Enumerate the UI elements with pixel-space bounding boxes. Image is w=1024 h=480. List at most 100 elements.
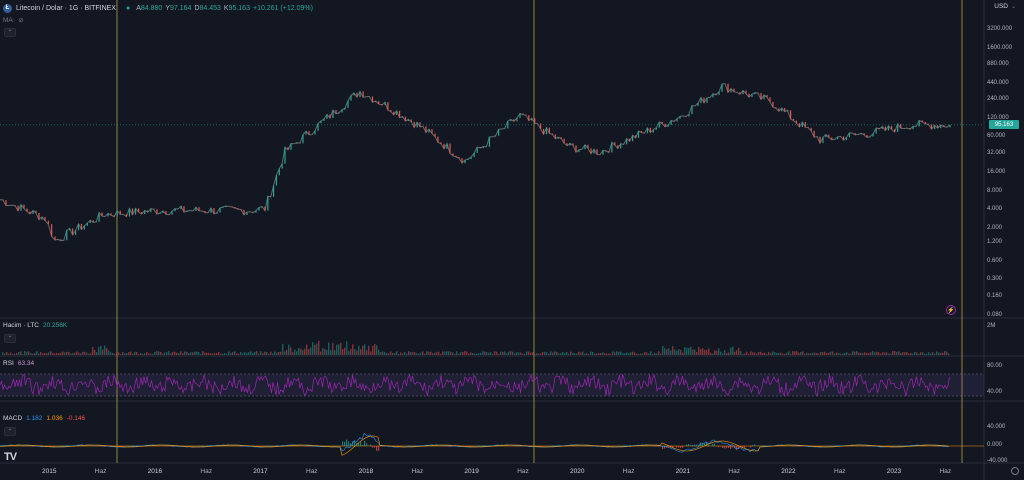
- volume-collapse-icon[interactable]: ⌃: [4, 334, 16, 343]
- volume-bar: [924, 353, 926, 355]
- macd-bar: [12, 445, 14, 446]
- volume-bar: [920, 352, 922, 355]
- eye-hidden-icon[interactable]: ⊘: [18, 17, 24, 24]
- volume-bar: [128, 352, 130, 355]
- volume-bar: [710, 352, 712, 355]
- volume-bar: [878, 352, 880, 355]
- volume-bar: [720, 351, 722, 355]
- volume-bar: [226, 353, 228, 355]
- chevron-down-icon[interactable]: ⌄: [1010, 4, 1016, 10]
- volume-bar: [608, 353, 610, 355]
- volume-bar: [310, 347, 312, 355]
- volume-bar: [262, 353, 264, 355]
- rsi-label[interactable]: RSI 63.34: [3, 360, 35, 367]
- symbol-title[interactable]: Litecoin / Dolar · 1G · BITFINEX: [16, 4, 116, 12]
- ohlc-high: Y97.164: [165, 4, 192, 12]
- macd-bar: [242, 446, 244, 447]
- volume-bar: [632, 351, 634, 355]
- volume-bar: [780, 352, 782, 355]
- time-tick: Haz: [622, 468, 635, 475]
- currency-selector[interactable]: USD: [994, 3, 1008, 10]
- macd-bar: [414, 445, 416, 446]
- volume-bar: [830, 351, 832, 355]
- volume-bar: [774, 352, 776, 355]
- volume-bar: [768, 351, 770, 355]
- volume-bar: [530, 352, 532, 355]
- price-tick: 240.000: [987, 95, 1009, 102]
- macd-collapse-icon[interactable]: ⌃: [4, 427, 16, 436]
- time-tick: Haz: [200, 468, 212, 475]
- volume-bar: [662, 345, 664, 355]
- macd-bar: [758, 445, 760, 446]
- volume-bar: [276, 352, 278, 355]
- volume-bar: [218, 351, 220, 355]
- volume-bar: [868, 352, 870, 355]
- collapse-chevron-icon[interactable]: ⌃: [4, 28, 16, 37]
- volume-axis-tick: 2M: [987, 323, 996, 329]
- macd-bar: [350, 443, 352, 446]
- macd-bar: [344, 441, 346, 446]
- macd-bar: [360, 441, 362, 446]
- volume-bar: [210, 353, 212, 355]
- volume-bar: [508, 351, 510, 355]
- volume-bar: [448, 351, 450, 355]
- macd-bar: [732, 446, 734, 448]
- macd-bar: [742, 446, 744, 448]
- volume-bar: [826, 352, 828, 355]
- volume-bar: [884, 352, 886, 355]
- volume-bar: [284, 351, 286, 355]
- macd-bar: [146, 445, 148, 446]
- volume-bar: [326, 350, 328, 355]
- macd-bar: [378, 446, 380, 451]
- macd-bar: [138, 445, 140, 446]
- macd-bar: [686, 444, 688, 446]
- price-change: +10.261 (+12.09%): [252, 4, 313, 12]
- gear-icon[interactable]: [1011, 467, 1019, 475]
- volume-bar: [316, 343, 318, 355]
- volume-bar: [506, 353, 508, 355]
- price-tick: 8.000: [987, 187, 1003, 194]
- macd-bar: [764, 445, 766, 446]
- macd-bar: [362, 444, 364, 446]
- price-tick: 60.000: [987, 133, 1006, 140]
- volume-bar: [808, 353, 810, 355]
- volume-bar: [198, 351, 200, 355]
- volume-bar: [540, 353, 542, 355]
- lightning-icon[interactable]: ⚡: [946, 305, 956, 315]
- volume-bar: [268, 353, 270, 355]
- volume-bar: [382, 351, 384, 355]
- volume-bar: [668, 348, 670, 355]
- volume-bar: [344, 347, 346, 355]
- volume-bar: [312, 342, 314, 355]
- volume-bar: [172, 351, 174, 355]
- volume-bar: [734, 351, 736, 355]
- volume-bar: [44, 353, 46, 355]
- volume-bar: [402, 353, 404, 355]
- macd-bar: [708, 445, 710, 446]
- macd-bar: [706, 442, 708, 446]
- time-tick: Haz: [834, 468, 846, 475]
- volume-bar: [202, 351, 204, 355]
- time-tick: 2015: [42, 468, 57, 475]
- macd-signal-line: [0, 435, 949, 456]
- volume-bar: [392, 352, 394, 355]
- indicator-ma-label[interactable]: MA ⊘: [3, 17, 24, 24]
- volume-bar: [290, 347, 292, 355]
- volume-bar: [516, 352, 518, 355]
- volume-bar: [872, 351, 874, 355]
- volume-bar: [564, 353, 566, 355]
- volume-bar: [134, 351, 136, 355]
- volume-bar: [2, 352, 4, 355]
- volume-bar: [512, 351, 514, 355]
- tradingview-logo-icon[interactable]: TV: [4, 451, 17, 463]
- volume-bar: [196, 351, 198, 355]
- volume-label[interactable]: Hacim · LTC 20.256K: [3, 322, 68, 329]
- volume-bar: [302, 350, 304, 355]
- volume-bar: [204, 352, 206, 355]
- macd-bar: [452, 446, 454, 447]
- macd-bar: [674, 446, 676, 447]
- volume-bar: [164, 352, 166, 355]
- macd-label[interactable]: MACD 1.182 1.036 -0.146: [3, 415, 86, 422]
- volume-bar: [758, 351, 760, 355]
